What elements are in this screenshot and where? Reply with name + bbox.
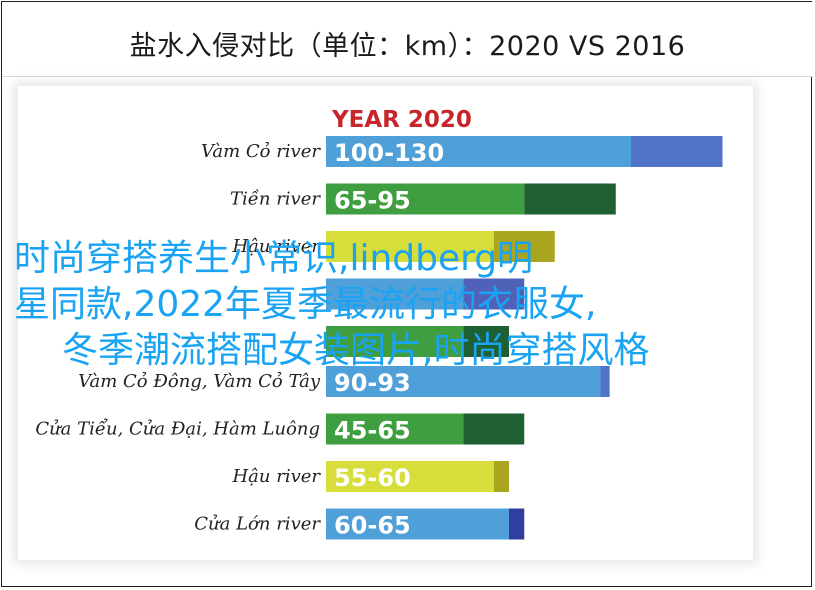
category-label: Vàm Cỏ Đông, Vàm Cỏ Tây [78, 371, 321, 392]
data-label: 60-65 [334, 512, 411, 540]
data-label: 55-60 [334, 464, 411, 492]
chart-title: YEAR 2020 [331, 107, 472, 133]
bar-segment-range [493, 231, 555, 262]
category-label: Tiền river [230, 189, 321, 210]
bar-segment-range [463, 413, 525, 445]
page-title: 盐水入侵对比（单位：km）：2020 VS 2016 [129, 31, 686, 62]
bar-segment-range [493, 461, 509, 492]
data-label: 45-65 [334, 417, 411, 445]
data-label: 100-130 [334, 139, 444, 167]
data-label: 90-93 [334, 369, 411, 397]
bar-segment [326, 136, 631, 167]
bar-segment [326, 278, 464, 310]
category-label: Hậu river [231, 466, 321, 487]
chart-header: 盐水入侵对比（单位：km）：2020 VS 2016 [2, 2, 813, 77]
bar-segment-range [600, 366, 610, 397]
bar-segment-range [463, 278, 525, 310]
bar-segment-range [524, 183, 616, 215]
bar-segment [326, 366, 601, 397]
bar-segment-range [509, 508, 525, 540]
bar-segment [326, 326, 464, 357]
bar-segment [326, 231, 494, 262]
bar-segment-range [631, 136, 723, 167]
bar-segment-range [463, 326, 509, 357]
bar-segment [326, 183, 525, 215]
category-label: Vàm Cỏ river [201, 141, 321, 162]
bar-segment [326, 461, 494, 492]
data-label: 65-95 [334, 187, 411, 215]
category-label: Hậu river [231, 236, 321, 257]
category-label: Cửa Lớn river [194, 514, 321, 535]
bar-segment [326, 508, 509, 540]
bar-chart: YEAR 2020 Vàm Cỏ river 100-130 Tiền river 65… [35, 107, 723, 540]
bar-segment [326, 413, 464, 445]
chart-panel: YEAR 2020 Vàm Cỏ river 100-130 Tiền river 65… [18, 86, 753, 560]
category-label: Cửa Tiểu, Cửa Đại, Hàm Luông [35, 418, 320, 440]
